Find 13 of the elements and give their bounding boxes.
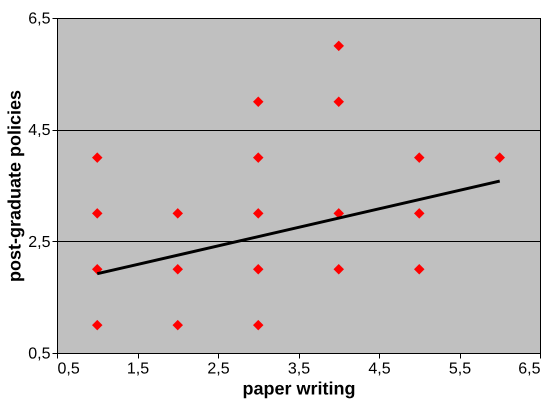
x-tick-label: 6,5	[518, 360, 541, 378]
x-tick-label: 2,5	[207, 360, 230, 378]
x-tick-label: 3,5	[288, 360, 310, 378]
x-tick-label: 5,5	[448, 360, 472, 378]
y-tick-label: 6,5	[28, 10, 51, 28]
y-axis-title: post-graduate policies	[4, 90, 24, 282]
x-tick-label: 1,5	[126, 360, 150, 378]
x-tick-label: 4,5	[368, 360, 391, 378]
y-tick-label: 2,5	[28, 234, 51, 251]
y-tick-label: 4,5	[28, 122, 51, 140]
x-tick-label: 0,5	[58, 360, 80, 378]
x-axis-title: paper writing	[242, 378, 356, 398]
y-tick-label: 0,5	[28, 346, 51, 362]
